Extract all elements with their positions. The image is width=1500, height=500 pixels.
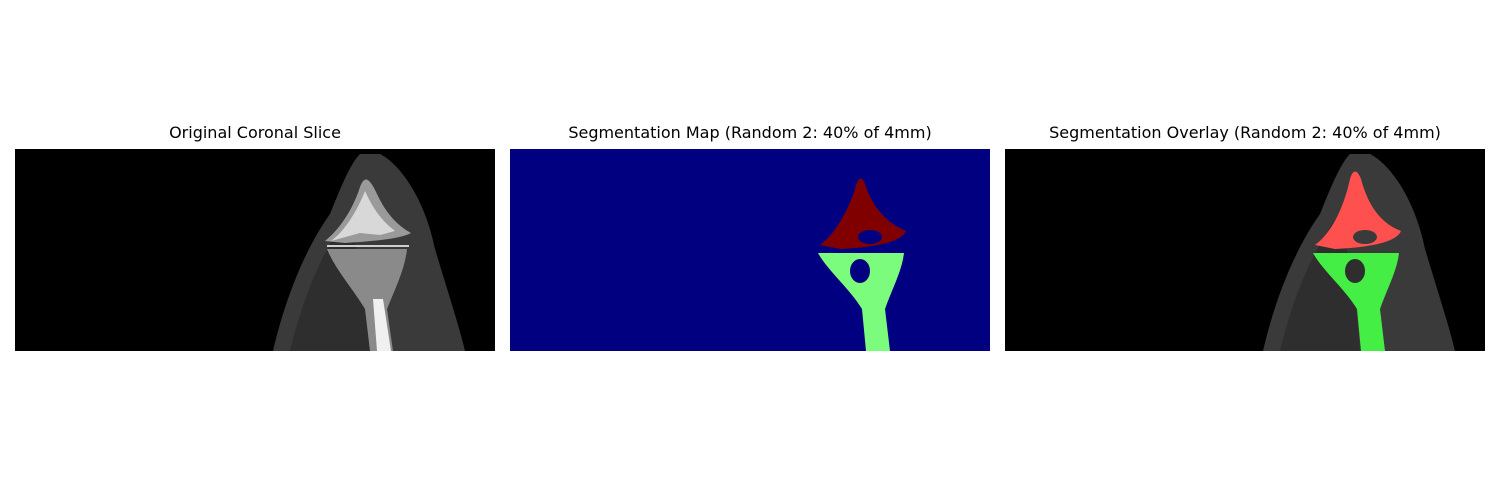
upper-bone-segment xyxy=(820,178,906,249)
panel-title-overlay: Segmentation Overlay (Random 2: 40% of 4… xyxy=(1049,123,1441,142)
lower-bone-cortex xyxy=(373,299,391,351)
panel-title-map: Segmentation Map (Random 2: 40% of 4mm) xyxy=(568,123,932,142)
panel-title-original: Original Coronal Slice xyxy=(169,123,341,142)
ct-slice-image xyxy=(15,149,495,351)
segmentation-map-image xyxy=(510,149,990,351)
map-background xyxy=(510,149,990,351)
overlay-upper-hole xyxy=(1353,230,1377,244)
upper-bone-cortex xyxy=(331,191,395,241)
overlay-upper-bone xyxy=(1315,171,1401,249)
lower-bone-hole xyxy=(850,259,870,283)
upper-bone-hole xyxy=(858,230,882,244)
lower-bone-segment xyxy=(818,253,904,351)
overlay-muscle-region xyxy=(1280,219,1360,351)
overlay-lower-hole xyxy=(1345,259,1365,283)
segmentation-overlay-image xyxy=(1005,149,1485,351)
overlay-lower-bone xyxy=(1313,253,1399,351)
